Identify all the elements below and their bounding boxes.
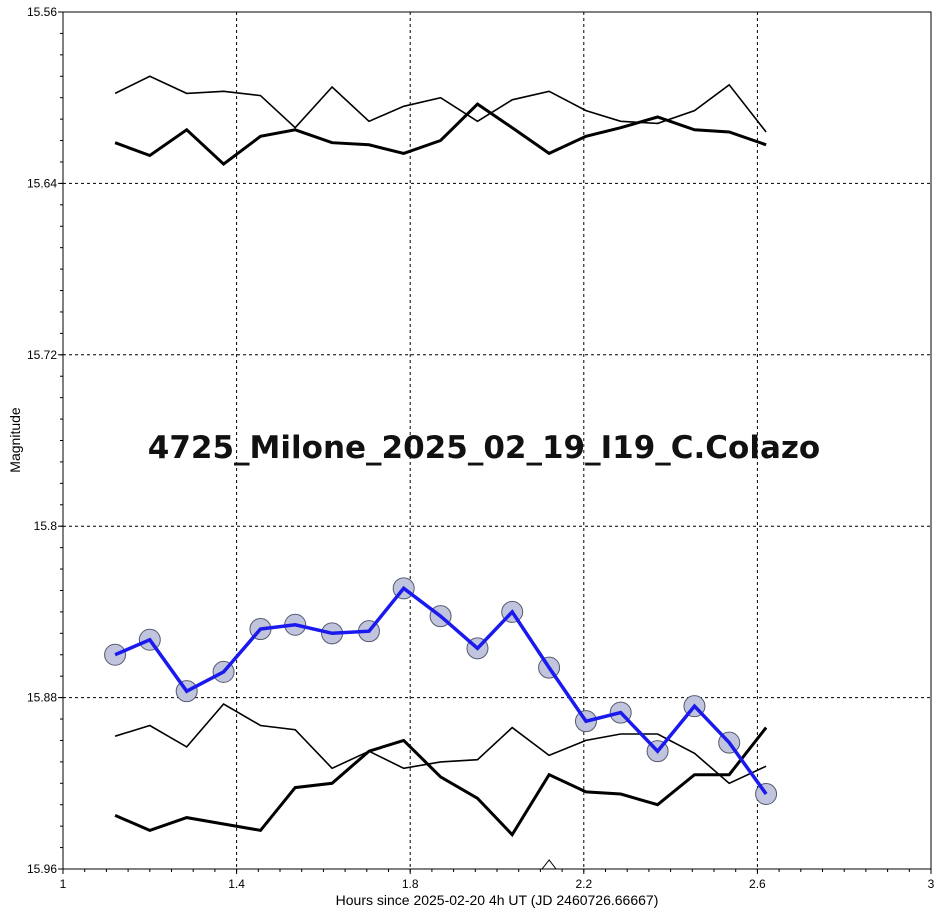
y-tick-labels: 15.56 15.64 15.72 15.8 15.88 15.96 — [27, 5, 57, 876]
chart-title: 4725_Milone_2025_02_19_I19_C.Colazo — [148, 430, 820, 466]
x-tick-label: 3 — [928, 877, 935, 891]
x-tick-label: 2.2 — [575, 877, 592, 891]
x-tick-label: 1.4 — [228, 877, 245, 891]
y-tick-label: 15.88 — [27, 691, 57, 705]
y-axis-title: Magnitude — [7, 407, 23, 473]
target-series-line — [114, 585, 768, 796]
y-tick-label: 15.8 — [34, 519, 58, 533]
comparison-thin-bottom-series-line — [114, 702, 767, 785]
target-data-point — [104, 643, 127, 666]
y-tick-label: 15.96 — [27, 862, 57, 876]
comparison-thin-top-series-line — [114, 75, 767, 133]
y-tick-label: 15.56 — [27, 5, 57, 19]
series-layer — [114, 75, 768, 838]
marker-layer — [104, 577, 778, 806]
minor-ticks — [58, 11, 932, 874]
x-tick-label: 1.8 — [402, 877, 419, 891]
x-tick-label: 2.6 — [749, 877, 766, 891]
annotation-layer — [541, 859, 558, 870]
time-marker-triangle — [541, 859, 558, 870]
y-tick-label: 15.64 — [27, 176, 57, 190]
comparison-thick-top-series-line — [114, 102, 767, 167]
x-axis-title: Hours since 2025-02-20 4h UT (JD 2460726… — [336, 892, 659, 908]
y-tick-label: 15.72 — [27, 348, 57, 362]
x-tick-labels: 1 1.4 1.8 2.2 2.6 3 — [60, 877, 935, 891]
comparison-thick-bottom-series-line — [114, 726, 768, 838]
x-tick-label: 1 — [60, 877, 67, 891]
